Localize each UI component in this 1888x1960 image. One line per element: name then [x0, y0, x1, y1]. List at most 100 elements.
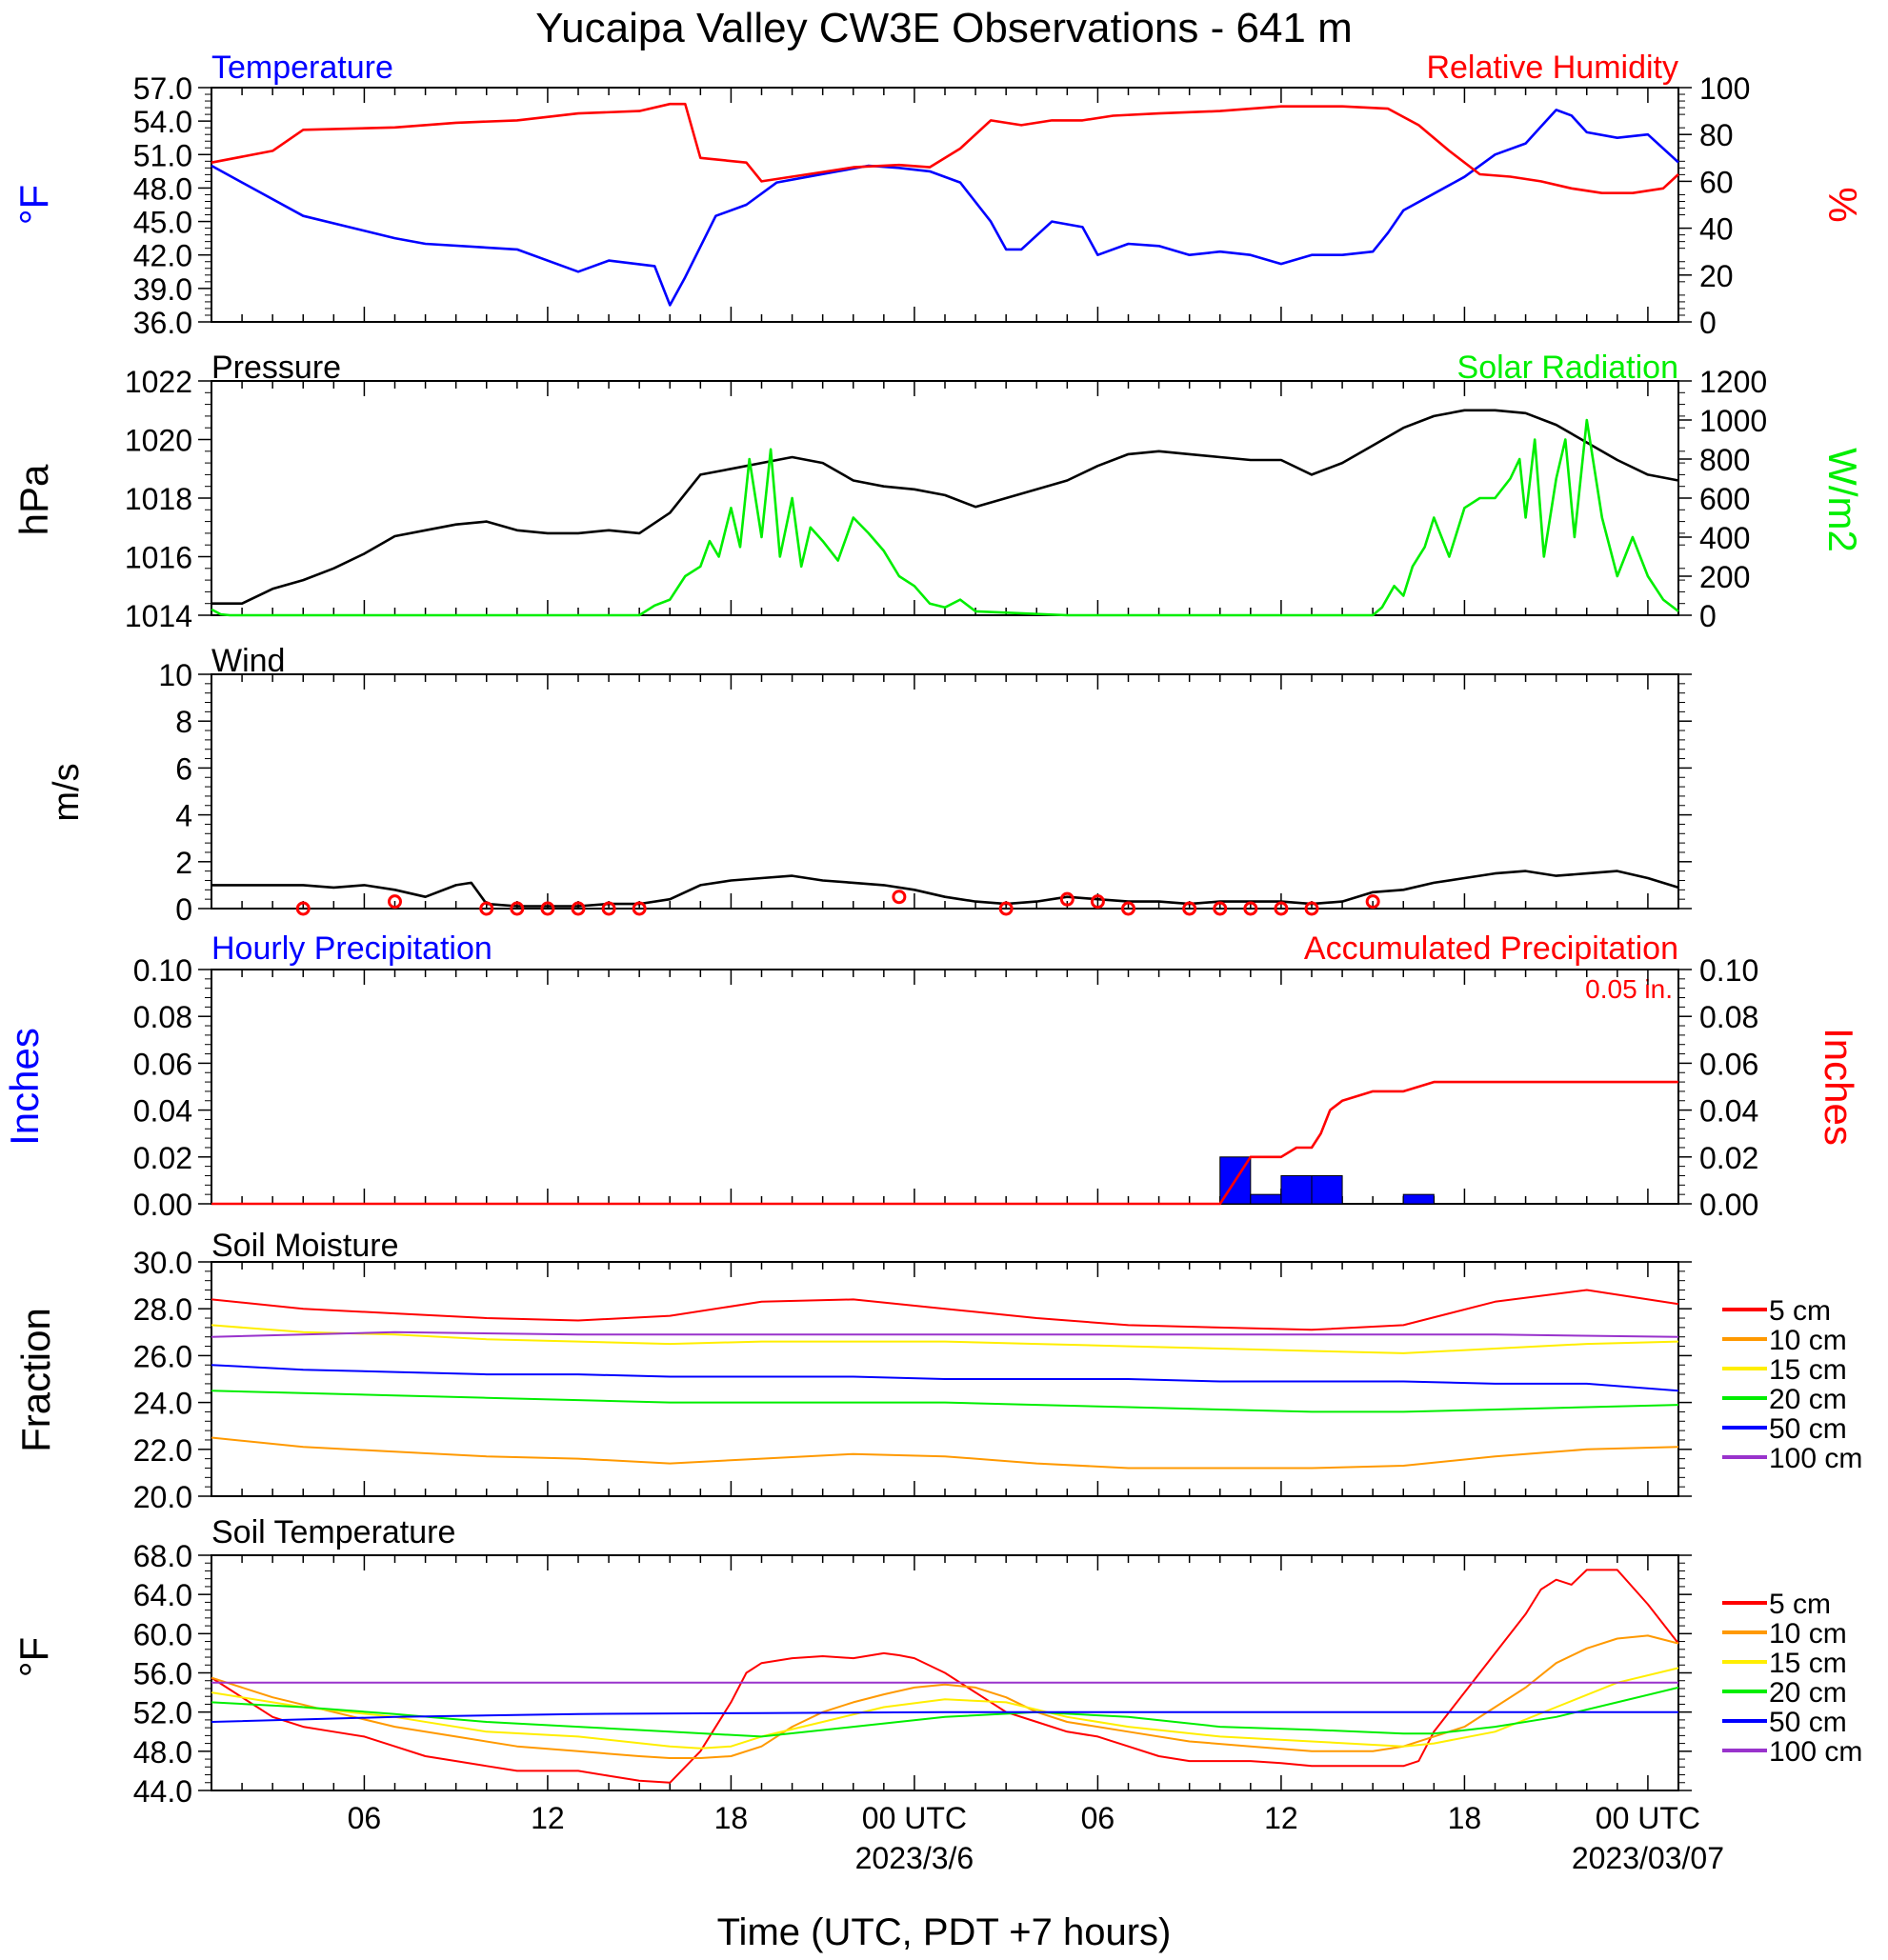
y-tick-label-left-precip: 0.08 — [133, 1000, 192, 1034]
y-tick-label-left-wind: 0 — [175, 892, 192, 927]
series-line-50-cm — [211, 1364, 1679, 1392]
y-tick-label-left-soil_temp: 52.0 — [133, 1696, 192, 1730]
legend-label-soil_temp: 10 cm — [1769, 1618, 1847, 1650]
y-tick-label-left-temp_rh: 36.0 — [133, 306, 192, 340]
legend-label-soil_moisture: 10 cm — [1769, 1325, 1847, 1356]
y-tick-label-left-soil_moisture: 22.0 — [133, 1433, 192, 1468]
calm-wind-marker — [1059, 891, 1075, 907]
plot-frame-pressure_solar — [211, 380, 1679, 616]
y-tick-label-left-temp_rh: 45.0 — [133, 206, 192, 240]
x-date-label: 2023/3/6 — [855, 1841, 974, 1875]
calm-wind-marker — [1182, 901, 1197, 916]
y-tick-label-left-soil_temp: 48.0 — [133, 1735, 192, 1770]
calm-wind-marker — [571, 901, 586, 916]
y-tick-label-right-temp_rh: 100 — [1699, 71, 1750, 106]
calm-wind-marker — [1121, 901, 1135, 916]
legend-label-soil_temp: 5 cm — [1769, 1589, 1831, 1620]
soil-temp-title: Soil Temperature — [211, 1514, 455, 1550]
series-line-100-cm — [211, 1330, 1679, 1338]
series-line-50-cm — [211, 1710, 1678, 1723]
y-tick-label-left-pressure_solar: 1020 — [125, 424, 192, 458]
panel-wind: Wind m/s — [47, 643, 285, 822]
chart-marks: 57.054.051.048.045.042.039.036.010080604… — [125, 71, 1863, 1875]
pressure-title: Pressure — [211, 350, 341, 386]
y-tick-label-right-pressure_solar: 200 — [1699, 560, 1750, 594]
chart-title: Yucaipa Valley CW3E Observations - 641 m — [535, 5, 1353, 51]
solar-radiation-title: Solar Radiation — [1457, 350, 1678, 386]
precip-right-unit: Inches — [1817, 1028, 1861, 1146]
calm-wind-marker — [388, 894, 402, 910]
calm-wind-marker — [998, 901, 1014, 916]
y-tick-label-left-precip: 0.00 — [133, 1188, 192, 1222]
calm-wind-marker — [1213, 901, 1228, 916]
y-tick-label-right-precip: 0.10 — [1699, 953, 1758, 988]
hourly-precip-title: Hourly Precipitation — [211, 930, 492, 967]
y-tick-label-left-precip: 0.04 — [133, 1094, 192, 1129]
x-tick-label: 00 UTC — [862, 1801, 967, 1835]
wind-unit: m/s — [47, 763, 87, 821]
x-axis-label: Time (UTC, PDT +7 hours) — [717, 1911, 1172, 1953]
x-tick-label: 12 — [531, 1801, 565, 1835]
y-tick-label-left-temp_rh: 42.0 — [133, 239, 192, 273]
precip-total-label: 0.05 in. — [1585, 974, 1673, 1004]
plot-frame-precip — [211, 969, 1679, 1205]
y-tick-label-left-temp_rh: 54.0 — [133, 105, 192, 139]
x-tick-label: 18 — [714, 1801, 749, 1835]
y-tick-label-right-precip: 0.04 — [1699, 1094, 1758, 1129]
panel-precip: Hourly Precipitation Accumulated Precipi… — [2, 930, 1861, 1146]
calm-wind-marker — [632, 901, 647, 916]
calm-wind-marker — [540, 901, 555, 916]
calm-wind-marker — [892, 890, 907, 905]
precip-bar — [1311, 1174, 1343, 1205]
y-tick-label-right-precip: 0.06 — [1699, 1047, 1758, 1081]
y-tick-label-left-soil_moisture: 20.0 — [133, 1480, 192, 1514]
y-tick-label-right-temp_rh: 20 — [1699, 259, 1734, 293]
y-tick-label-right-temp_rh: 0 — [1699, 306, 1717, 340]
precip-left-unit: Inches — [2, 1028, 47, 1146]
calm-wind-marker — [479, 901, 494, 916]
y-tick-label-left-soil_moisture: 30.0 — [133, 1246, 192, 1280]
calm-wind-marker — [1090, 894, 1105, 910]
series-line-15-cm — [211, 1667, 1679, 1750]
y-tick-label-right-pressure_solar: 800 — [1699, 443, 1750, 477]
y-tick-label-left-soil_temp: 64.0 — [133, 1578, 192, 1612]
temperature-title: Temperature — [211, 50, 393, 86]
x-tick-label: 00 UTC — [1596, 1801, 1700, 1835]
panel-soil-temp: Soil Temperature °F — [11, 1514, 455, 1677]
precip-bar — [1250, 1193, 1282, 1205]
y-tick-label-right-pressure_solar: 0 — [1699, 599, 1717, 633]
y-tick-label-left-wind: 4 — [175, 799, 192, 833]
y-tick-label-right-pressure_solar: 600 — [1699, 482, 1750, 516]
y-tick-label-left-pressure_solar: 1022 — [125, 365, 192, 399]
calm-wind-marker — [1274, 901, 1289, 916]
series-line-temperature — [211, 109, 1679, 307]
solar-unit: W/m2 — [1820, 448, 1865, 552]
series-line-wind — [211, 870, 1679, 908]
y-tick-label-right-temp_rh: 40 — [1699, 212, 1734, 247]
y-tick-label-right-temp_rh: 60 — [1699, 165, 1734, 199]
wind-title: Wind — [211, 643, 285, 679]
rh-unit: % — [1820, 187, 1865, 222]
plot-frame-temp_rh — [211, 87, 1679, 323]
temperature-unit: °F — [11, 185, 56, 225]
series-line-20-cm — [211, 1390, 1679, 1413]
x-tick-label: 12 — [1264, 1801, 1298, 1835]
x-tick-label: 06 — [348, 1801, 382, 1835]
y-tick-label-left-pressure_solar: 1016 — [125, 541, 192, 575]
x-tick-label: 06 — [1081, 1801, 1115, 1835]
y-tick-label-left-soil_moisture: 28.0 — [133, 1292, 192, 1327]
series-line-15-cm — [211, 1324, 1679, 1354]
series-line-pressure — [211, 409, 1679, 605]
soil-temp-unit: °F — [11, 1637, 56, 1677]
y-tick-label-left-wind: 6 — [175, 751, 192, 786]
series-line-10-cm — [211, 1634, 1679, 1759]
series-line-relative-humidity — [211, 102, 1679, 194]
x-tick-label: 18 — [1448, 1801, 1482, 1835]
precip-bar — [1402, 1193, 1435, 1205]
calm-wind-marker — [1304, 901, 1319, 916]
legend-label-soil_moisture: 5 cm — [1769, 1295, 1831, 1327]
calm-wind-marker — [510, 901, 525, 916]
y-tick-label-left-pressure_solar: 1018 — [125, 482, 192, 516]
panel-pressure-solar: Pressure Solar Radiation hPa W/m2 — [11, 350, 1865, 552]
soil-moisture-unit: Fraction — [13, 1308, 58, 1452]
